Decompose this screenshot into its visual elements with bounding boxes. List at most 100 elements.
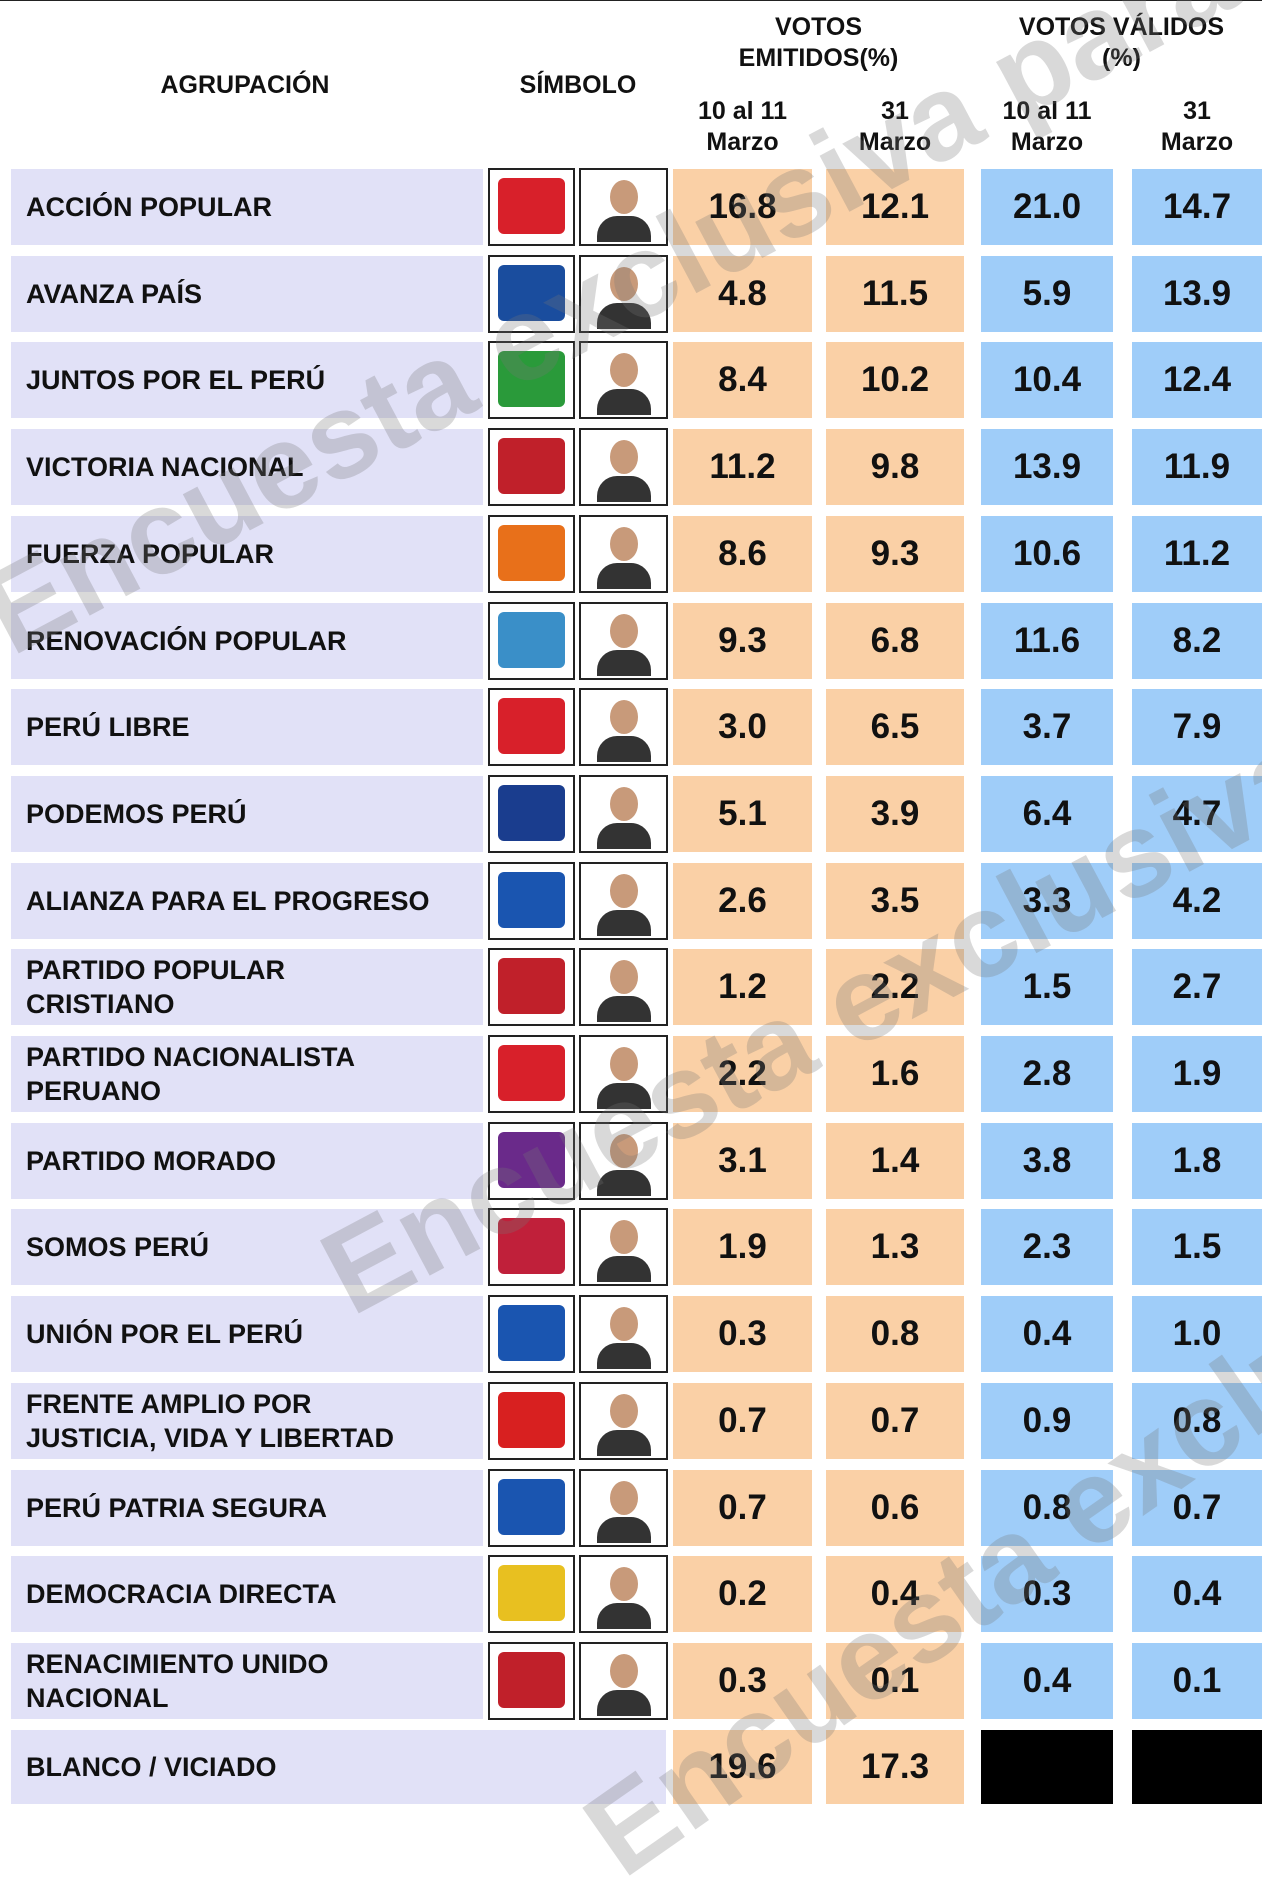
party-name-line: FRENTE AMPLIO POR [26, 1387, 483, 1421]
party-symbol [488, 1382, 575, 1460]
photo-body [597, 303, 651, 329]
value-cell: 3.5 [826, 863, 964, 939]
value-cell: 9.3 [826, 516, 964, 592]
value-cell: 3.7 [981, 689, 1113, 765]
symbol-art [498, 785, 565, 841]
photo-head [610, 1654, 638, 1688]
photo-head [610, 1567, 638, 1601]
value-cell: 4.2 [1132, 863, 1262, 939]
top-rule [0, 0, 1262, 1]
party-name-line: PARTIDO MORADO [26, 1144, 483, 1178]
party-name: JUNTOS POR EL PERÚ [11, 342, 483, 418]
value-cell: 11.9 [1132, 429, 1262, 505]
value-cell: 0.8 [981, 1470, 1113, 1546]
party-name: FUERZA POPULAR [11, 516, 483, 592]
party-name: BLANCO / VICIADO [11, 1730, 666, 1804]
value-cell: 1.5 [1132, 1209, 1262, 1285]
symbol-art [498, 1392, 565, 1448]
photo-body [597, 1343, 651, 1369]
photo-head [610, 1307, 638, 1341]
value-cell: 7.9 [1132, 689, 1262, 765]
value-cell: 2.2 [673, 1036, 812, 1112]
photo-body [597, 389, 651, 415]
party-name-line: UNIÓN POR EL PERÚ [26, 1317, 483, 1351]
header-date-line: 10 al 11 [981, 96, 1113, 127]
header-date-line: 31 [826, 96, 964, 127]
symbol-art [498, 525, 565, 581]
value-cell: 0.8 [826, 1296, 964, 1372]
value-cell: 2.3 [981, 1209, 1113, 1285]
value-cell: 0.4 [1132, 1556, 1262, 1632]
party-name-line: CRISTIANO [26, 987, 483, 1021]
header-simbolo: SÍMBOLO [488, 70, 668, 101]
value-cell: 12.1 [826, 169, 964, 245]
empty-cell [981, 1730, 1113, 1804]
candidate-photo [579, 1295, 668, 1373]
photo-body [597, 1517, 651, 1543]
value-cell: 6.5 [826, 689, 964, 765]
party-name-line: ALIANZA PARA EL PROGRESO [26, 884, 483, 918]
value-cell: 3.1 [673, 1123, 812, 1199]
candidate-photo [579, 341, 668, 419]
value-cell: 0.4 [981, 1296, 1113, 1372]
value-cell: 4.7 [1132, 776, 1262, 852]
party-name-line: JUSTICIA, VIDA Y LIBERTAD [26, 1421, 483, 1455]
symbol-art [498, 351, 565, 407]
party-name-line: JUNTOS POR EL PERÚ [26, 363, 483, 397]
party-name-line: BLANCO / VICIADO [26, 1750, 666, 1784]
party-name-line: NACIONAL [26, 1681, 483, 1715]
photo-body [597, 216, 651, 242]
candidate-photo [579, 602, 668, 680]
photo-head [610, 267, 638, 301]
value-cell: 8.4 [673, 342, 812, 418]
value-cell: 1.3 [826, 1209, 964, 1285]
party-name-line: FUERZA POPULAR [26, 537, 483, 571]
party-name: DEMOCRACIA DIRECTA [11, 1556, 483, 1632]
photo-head [610, 700, 638, 734]
party-name: PERÚ LIBRE [11, 689, 483, 765]
symbol-art [498, 698, 565, 754]
party-symbol [488, 1035, 575, 1113]
party-symbol [488, 1122, 575, 1200]
party-name-line: PERUANO [26, 1074, 483, 1108]
candidate-photo [579, 948, 668, 1026]
value-cell: 2.2 [826, 949, 964, 1025]
symbol-art [498, 438, 565, 494]
value-cell: 0.6 [826, 1470, 964, 1546]
symbol-art [498, 1652, 565, 1708]
value-cell: 5.9 [981, 256, 1113, 332]
symbol-art [498, 1479, 565, 1535]
candidate-photo [579, 255, 668, 333]
value-cell: 1.9 [673, 1209, 812, 1285]
photo-body [597, 996, 651, 1022]
value-cell: 10.2 [826, 342, 964, 418]
candidate-photo [579, 1208, 668, 1286]
party-name-line: PERÚ LIBRE [26, 710, 483, 744]
photo-head [610, 1481, 638, 1515]
header-validos: VOTOS VÁLIDOS(%) [981, 12, 1262, 74]
value-cell: 1.9 [1132, 1036, 1262, 1112]
party-symbol [488, 1555, 575, 1633]
photo-head [610, 1220, 638, 1254]
value-cell: 10.4 [981, 342, 1113, 418]
photo-body [597, 910, 651, 936]
party-name-line: AVANZA PAÍS [26, 277, 483, 311]
value-cell: 12.4 [1132, 342, 1262, 418]
value-cell: 19.6 [673, 1730, 812, 1804]
candidate-photo [579, 1035, 668, 1113]
party-symbol [488, 1295, 575, 1373]
party-name: AVANZA PAÍS [11, 256, 483, 332]
party-name: PERÚ PATRIA SEGURA [11, 1470, 483, 1546]
photo-head [610, 960, 638, 994]
symbol-art [498, 958, 565, 1014]
symbol-art [498, 265, 565, 321]
symbol-art [498, 1045, 565, 1101]
photo-body [597, 563, 651, 589]
value-cell: 13.9 [981, 429, 1113, 505]
